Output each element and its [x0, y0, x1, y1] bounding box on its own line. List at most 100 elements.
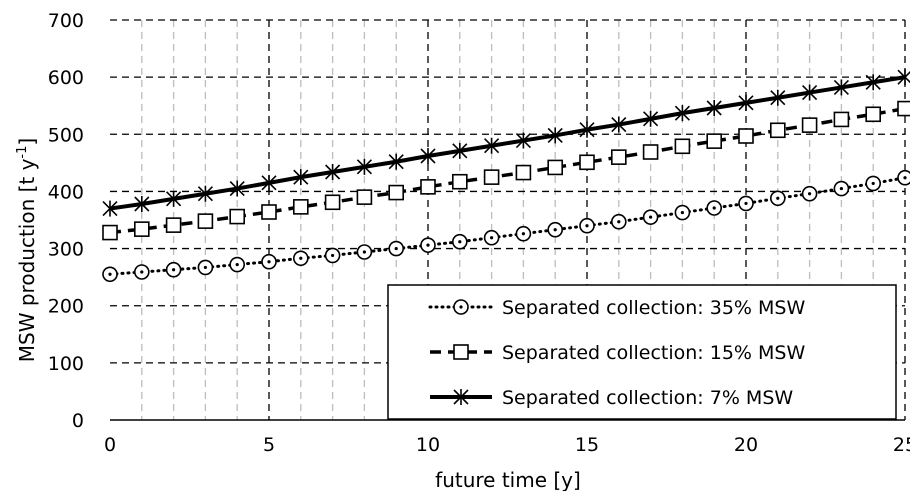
point-marker-dot: [235, 262, 239, 267]
point-marker-dot: [776, 196, 780, 200]
legend-item-3: Separated collection: 7% MSW: [430, 387, 793, 409]
point-marker-asterisk: [388, 153, 404, 170]
x-tick-label: 20: [734, 434, 758, 456]
point-marker-dot: [203, 265, 207, 270]
point-marker-square: [165, 217, 182, 233]
point-marker-square: [388, 184, 405, 201]
series-1: [102, 169, 910, 283]
point-marker-square: [134, 221, 150, 237]
point-marker-dot: [808, 192, 812, 196]
point-marker-asterisk: [611, 116, 627, 133]
point-marker-asterisk: [197, 185, 213, 202]
y-tick-label: 600: [48, 67, 84, 89]
point-marker-dot: [553, 228, 557, 232]
point-marker-square: [674, 138, 691, 155]
point-marker-dot: [903, 176, 907, 180]
point-marker-asterisk: [134, 196, 150, 212]
point-marker-dot: [744, 201, 748, 206]
y-tick-label: 100: [48, 353, 84, 375]
legend-label: Separated collection: 35% MSW: [502, 297, 805, 319]
series-line: [109, 106, 906, 235]
point-marker-square: [197, 213, 214, 229]
point-marker-square: [453, 344, 469, 360]
y-axis-label-main: MSW production [t y: [15, 158, 39, 362]
point-marker-square: [229, 208, 245, 225]
point-marker-dot: [871, 181, 875, 186]
point-marker-asterisk: [453, 389, 469, 405]
point-marker-square: [769, 122, 786, 139]
point-marker-square: [515, 164, 532, 181]
series-group: [102, 69, 910, 283]
point-marker-dot: [140, 270, 144, 274]
point-marker-dot: [839, 186, 844, 191]
point-marker-square: [420, 179, 436, 195]
y-axis-label-end: ]: [15, 138, 39, 146]
point-marker-asterisk: [515, 132, 531, 149]
y-tick-label: 300: [48, 239, 84, 261]
point-marker-dot: [108, 272, 112, 276]
point-marker-asterisk: [706, 100, 722, 116]
point-marker-dot: [172, 268, 176, 272]
point-marker-dot: [331, 253, 335, 258]
y-tick-label: 400: [48, 181, 84, 203]
point-marker-square: [897, 100, 910, 117]
y-tick-label: 700: [48, 10, 84, 32]
point-marker-dot: [649, 215, 653, 219]
x-tick-label: 0: [104, 434, 116, 456]
point-marker-dot: [267, 260, 271, 264]
series-3: [102, 69, 910, 217]
point-marker-asterisk: [770, 89, 786, 106]
point-marker-asterisk: [261, 174, 277, 191]
point-marker-square: [356, 189, 373, 205]
point-marker-dot: [712, 206, 716, 210]
series-line: [108, 176, 907, 276]
point-marker-dot: [521, 232, 526, 236]
point-marker-dot: [585, 224, 589, 228]
series-2: [102, 100, 910, 241]
point-marker-square: [865, 106, 882, 123]
legend-label: Separated collection: 15% MSW: [502, 342, 805, 364]
x-tick-label: 10: [416, 434, 440, 456]
point-marker-square: [324, 194, 341, 211]
point-marker-asterisk: [643, 110, 659, 127]
point-marker-square: [801, 117, 818, 133]
y-tick-label: 200: [48, 296, 84, 318]
point-marker-square: [706, 133, 723, 149]
series-line: [109, 75, 906, 211]
point-marker-asterisk: [420, 148, 436, 164]
tick-labels: 0 5 10 15 20 25 0 100 200 300 400 500 600 700: [48, 10, 910, 456]
point-marker-asterisk: [293, 169, 309, 186]
point-marker-asterisk: [325, 164, 341, 180]
y-axis-label-sup: -1: [15, 146, 30, 159]
x-tick-label: 25: [893, 434, 910, 456]
point-marker-square: [483, 169, 500, 185]
point-marker-asterisk: [738, 94, 754, 111]
point-marker-dot: [458, 240, 462, 244]
x-axis-label: future time [y]: [435, 468, 581, 491]
point-marker-dot: [680, 210, 685, 215]
point-marker-dot: [617, 220, 621, 224]
x-tick-label: 15: [575, 434, 599, 456]
legend-item-1: Separated collection: 35% MSW: [428, 297, 805, 319]
y-axis-label: MSW production [t y-1]: [15, 138, 39, 362]
point-marker-asterisk: [579, 121, 595, 138]
point-marker-square: [261, 204, 277, 220]
point-marker-dot: [490, 236, 494, 240]
point-marker-square: [642, 144, 659, 160]
point-marker-square: [547, 159, 564, 176]
point-marker-asterisk: [229, 180, 245, 197]
x-tick-label: 5: [263, 434, 275, 456]
point-marker-dot: [459, 305, 463, 309]
y-tick-label: 0: [72, 410, 84, 432]
point-marker-square: [102, 224, 118, 241]
point-marker-asterisk: [802, 84, 818, 101]
point-marker-dot: [426, 243, 430, 247]
legend: Separated collection: 35% MSW Separated c…: [387, 284, 897, 420]
point-marker-asterisk: [102, 200, 118, 217]
point-marker-square: [579, 154, 595, 171]
point-marker-asterisk: [452, 142, 468, 159]
point-marker-square: [292, 199, 309, 215]
point-marker-dot: [362, 250, 366, 254]
legend-label: Separated collection: 7% MSW: [502, 387, 793, 409]
